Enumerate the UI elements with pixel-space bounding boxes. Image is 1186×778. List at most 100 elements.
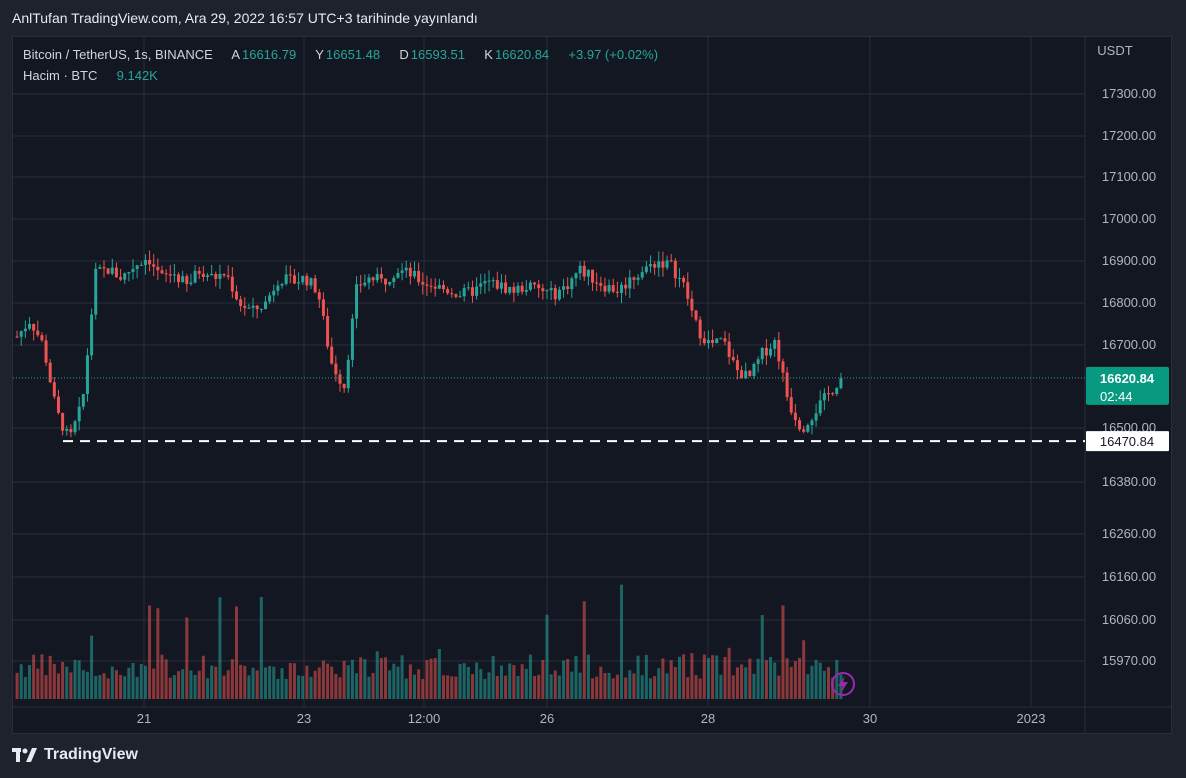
volume-bar xyxy=(417,669,421,699)
volume-bar xyxy=(475,662,479,699)
volume-bar xyxy=(661,658,665,699)
volume-bar xyxy=(404,678,408,699)
candle-body xyxy=(702,338,706,344)
candle-body xyxy=(520,285,524,292)
volume-bar xyxy=(624,677,628,699)
candle-body xyxy=(263,301,267,309)
volume-bar xyxy=(537,674,541,699)
chart-canvas[interactable]: 17300.00 17200.00 17100.00 17000.00 16900.00… xyxy=(13,37,1172,734)
candle-body xyxy=(433,286,437,289)
candle-body xyxy=(131,268,135,272)
price-tick-label: 16800.00 xyxy=(1102,295,1156,310)
candle-body xyxy=(595,282,599,284)
candle-body xyxy=(777,339,781,362)
candle-body xyxy=(648,264,652,267)
volume-bar xyxy=(193,674,197,699)
candle-body xyxy=(698,319,702,339)
candle-body xyxy=(495,280,499,289)
volume-bar xyxy=(276,678,280,699)
candle-body xyxy=(56,396,60,413)
candle-body xyxy=(346,359,350,389)
volume-bar xyxy=(301,675,305,699)
volume-bar xyxy=(599,666,603,699)
price-tick-label: 15970.00 xyxy=(1102,653,1156,668)
price-tick-label: 17100.00 xyxy=(1102,169,1156,184)
volume-bar xyxy=(752,673,756,699)
volume-bar xyxy=(773,662,777,699)
candle-body xyxy=(73,421,77,433)
candle-body xyxy=(586,269,590,277)
volume-bar xyxy=(462,663,466,699)
volume-bar xyxy=(508,663,512,699)
high-label: Y xyxy=(315,47,324,62)
symbol-title[interactable]: Bitcoin / TetherUS, 1s, BINANCE xyxy=(23,47,213,62)
candle-body xyxy=(102,267,106,269)
candle-body xyxy=(379,274,383,279)
candle-body xyxy=(284,274,288,284)
volume-bar xyxy=(777,675,781,699)
volume-bar xyxy=(719,674,723,699)
volume-bar xyxy=(512,665,516,699)
lightning-bolt xyxy=(838,676,848,693)
candle-body xyxy=(272,290,276,296)
volume-bar xyxy=(504,675,508,699)
candle-body xyxy=(52,382,56,397)
candle-body xyxy=(98,267,102,269)
tradingview-brand[interactable]: TradingView xyxy=(12,746,138,764)
volume-bar xyxy=(119,674,123,699)
chart-pane[interactable]: 17300.00 17200.00 17100.00 17000.00 16900.00… xyxy=(12,36,1172,734)
candle-body xyxy=(516,285,520,293)
candle-body xyxy=(36,330,40,336)
volume-bar xyxy=(272,666,276,699)
volume-bar xyxy=(189,670,193,699)
candle-body xyxy=(454,294,458,297)
last-price-label: 16620.84 xyxy=(1100,371,1155,386)
candle-body xyxy=(139,264,143,266)
candle-body xyxy=(48,362,52,383)
volume-bar xyxy=(218,597,222,699)
candle-body xyxy=(27,323,31,329)
volume-bar xyxy=(628,670,632,699)
volume-bar xyxy=(259,597,263,699)
candle-body xyxy=(338,374,342,384)
candle-body xyxy=(40,335,44,341)
volume-bar xyxy=(586,654,590,699)
volume-bar xyxy=(36,668,40,699)
candle-body xyxy=(334,363,338,375)
candle-body xyxy=(607,285,611,292)
volume-bar xyxy=(127,667,131,699)
volume-title[interactable]: Hacim · BTC xyxy=(23,68,98,83)
volume-bar xyxy=(835,659,839,699)
volume-bar xyxy=(152,668,156,699)
volume-bar xyxy=(317,667,321,699)
volume-bar xyxy=(396,666,400,699)
candle-body xyxy=(201,273,205,278)
candle-body xyxy=(504,282,508,293)
volume-bar xyxy=(822,670,826,699)
volume-bar xyxy=(744,667,748,699)
candle-body xyxy=(620,284,624,293)
candle-body xyxy=(640,272,644,278)
candle-body xyxy=(355,284,359,319)
volume-bar xyxy=(437,648,441,699)
volume-bar xyxy=(102,673,106,699)
candle-body xyxy=(396,273,400,278)
time-tick-label: 12:00 xyxy=(408,711,441,726)
candle-body xyxy=(810,420,814,426)
volume-bar xyxy=(653,676,657,699)
volume-bar xyxy=(234,606,238,699)
candle-body xyxy=(119,277,123,280)
volume-bar xyxy=(727,647,731,699)
lightning-icon xyxy=(831,672,855,696)
price-tick-label: 16060.00 xyxy=(1102,612,1156,627)
volume-bar xyxy=(90,635,94,699)
volume-bar xyxy=(466,666,470,699)
open-label: A xyxy=(231,47,240,62)
volume-bar xyxy=(222,675,226,699)
candle-body xyxy=(806,425,810,432)
candle-body xyxy=(557,289,561,300)
candle-body xyxy=(793,412,797,421)
time-tick-label: 26 xyxy=(540,711,554,726)
candle-body xyxy=(537,284,541,289)
candle-body xyxy=(181,276,185,283)
